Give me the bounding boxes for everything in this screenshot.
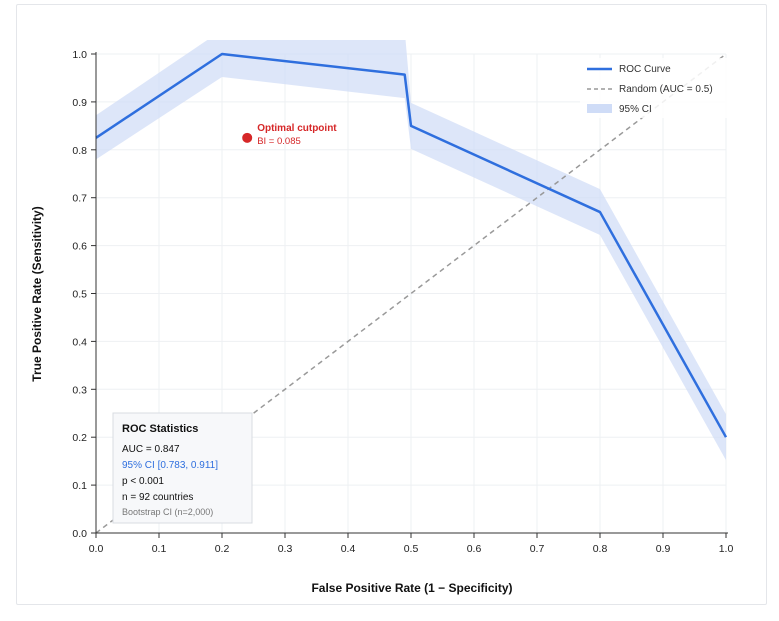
stats-note: Bootstrap CI (n=2,000) <box>122 507 213 517</box>
stats-auc: AUC = 0.847 <box>122 444 180 455</box>
legend-ci-swatch <box>587 104 612 113</box>
y-tick-label: 0.7 <box>72 193 87 205</box>
stats-title: ROC Statistics <box>122 423 198 435</box>
y-tick-label: 0.5 <box>72 289 87 301</box>
x-tick-label: 0.9 <box>656 543 671 555</box>
optimal-annotation: Optimal cutpoint BI = 0.085 <box>242 123 337 147</box>
legend: ROC Curve Random (AUC = 0.5) 95% CI <box>580 58 730 118</box>
y-tick-label: 0.9 <box>72 97 87 109</box>
x-tick-label: 0.8 <box>593 543 608 555</box>
stats-box: ROC Statistics AUC = 0.847 95% CI [0.783… <box>112 412 253 524</box>
stats-p: p < 0.001 <box>122 476 164 487</box>
y-tick-label: 0.8 <box>72 145 87 157</box>
x-tick-label: 0.3 <box>278 543 293 555</box>
y-tick-label: 0.2 <box>72 432 87 444</box>
y-tick-label: 0.1 <box>72 480 87 492</box>
x-tick-label: 0.7 <box>530 543 545 555</box>
x-tick-label: 0.0 <box>89 543 104 555</box>
legend-roc-label: ROC Curve <box>619 64 671 75</box>
stats-box-background <box>112 412 253 524</box>
y-tick-label: 0.4 <box>72 336 87 348</box>
legend-ci-label: 95% CI <box>619 104 652 115</box>
x-axis-title: False Positive Rate (1 − Specificity) <box>311 581 512 595</box>
optimal-point[interactable] <box>242 132 253 143</box>
y-axis-title: True Positive Rate (Sensitivity) <box>30 206 44 381</box>
x-tick-label: 1.0 <box>719 543 734 555</box>
y-tick-label: 0.6 <box>72 241 87 253</box>
y-tick-label: 0.3 <box>72 384 87 396</box>
axes <box>95 52 728 534</box>
x-tick-label: 0.2 <box>215 543 230 555</box>
x-tick-label: 0.4 <box>341 543 356 555</box>
optimal-sublabel: BI = 0.085 <box>257 136 301 147</box>
roc-curve <box>95 52 728 438</box>
diagonal-layer <box>95 53 727 534</box>
tick-labels: 0.0 0.1 0.2 0.3 0.4 0.5 0.6 0.7 0.8 0.9 1.0 0.0 0.1 0… <box>72 49 733 555</box>
y-tick-label: 0.0 <box>72 528 87 540</box>
x-tick-label: 0.5 <box>404 543 419 555</box>
legend-random-label: Random (AUC = 0.5) <box>619 84 713 95</box>
curve-layer <box>95 52 728 438</box>
stats-n: n = 92 countries <box>122 492 193 503</box>
y-tick-label: 1.0 <box>72 49 87 61</box>
x-tick-label: 0.6 <box>467 543 482 555</box>
random-line <box>95 53 727 534</box>
x-tick-label: 0.1 <box>152 543 167 555</box>
stats-ci: 95% CI [0.783, 0.911] <box>122 460 218 471</box>
optimal-label: Optimal cutpoint <box>257 123 337 134</box>
